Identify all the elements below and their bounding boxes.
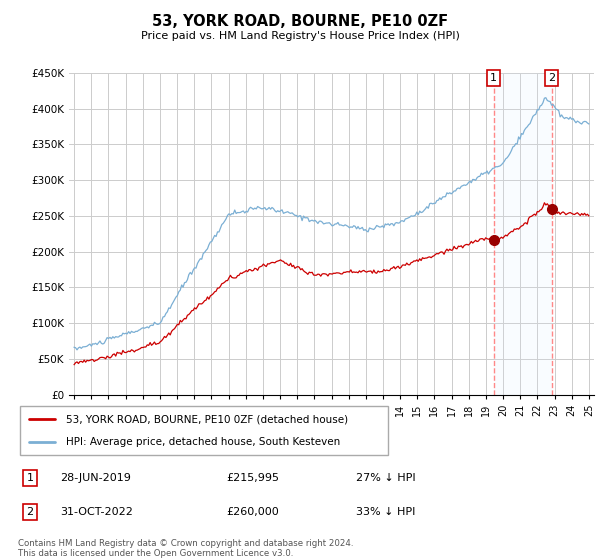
Text: 31-OCT-2022: 31-OCT-2022 [60, 507, 133, 517]
Text: Price paid vs. HM Land Registry's House Price Index (HPI): Price paid vs. HM Land Registry's House … [140, 31, 460, 41]
Text: 2: 2 [26, 507, 34, 517]
Text: £260,000: £260,000 [227, 507, 280, 517]
Text: 27% ↓ HPI: 27% ↓ HPI [356, 473, 416, 483]
Text: 53, YORK ROAD, BOURNE, PE10 0ZF (detached house): 53, YORK ROAD, BOURNE, PE10 0ZF (detache… [67, 414, 349, 424]
Bar [494, 73, 551, 395]
Text: HPI: Average price, detached house, South Kesteven: HPI: Average price, detached house, Sout… [67, 437, 341, 447]
Text: 1: 1 [26, 473, 34, 483]
Text: 28-JUN-2019: 28-JUN-2019 [60, 473, 131, 483]
Text: 53, YORK ROAD, BOURNE, PE10 0ZF: 53, YORK ROAD, BOURNE, PE10 0ZF [152, 14, 448, 29]
Text: 33% ↓ HPI: 33% ↓ HPI [356, 507, 416, 517]
FancyBboxPatch shape [20, 406, 388, 455]
Text: £215,995: £215,995 [227, 473, 280, 483]
Text: 1: 1 [490, 73, 497, 83]
Text: Contains HM Land Registry data © Crown copyright and database right 2024.
This d: Contains HM Land Registry data © Crown c… [18, 539, 353, 558]
Text: 2: 2 [548, 73, 555, 83]
